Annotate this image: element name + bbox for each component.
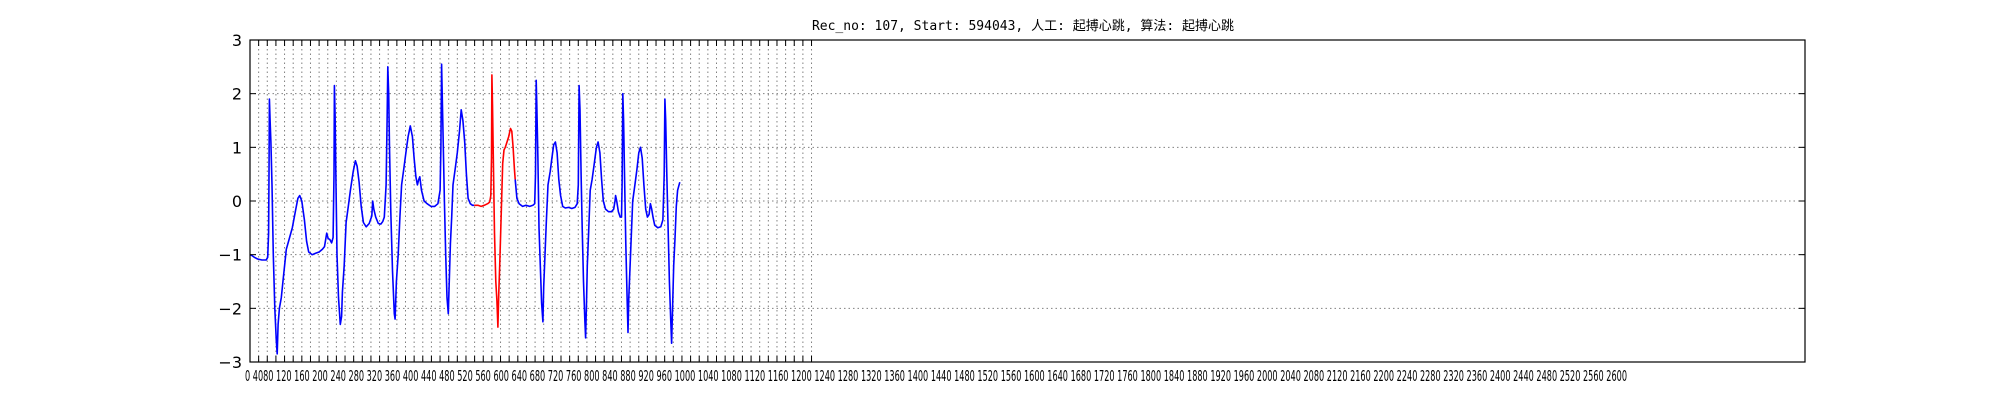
y-tick-label: −2	[218, 299, 242, 318]
signal-series	[249, 63, 681, 355]
x-tick-labels: 0 4080 120 160 200 240 280 320 360 400 4…	[245, 367, 1627, 385]
y-tick-label: −1	[218, 246, 242, 265]
y-tick-label: 3	[232, 31, 242, 50]
series-line-1	[249, 63, 475, 355]
series-line-3	[514, 79, 681, 345]
y-axis: 3 2 1 0 −1 −2 −3	[218, 31, 1805, 372]
chart-title: Rec_no: 107, Start: 594043, 人工: 起搏心跳, 算法…	[812, 18, 1234, 34]
series-line-2	[474, 74, 516, 328]
y-tick-label: 1	[232, 138, 242, 157]
x-axis	[249, 40, 813, 362]
plot-frame	[249, 39, 1806, 363]
y-tick-label: 2	[232, 85, 242, 104]
y-tick-label: −3	[218, 353, 242, 372]
y-tick-label: 0	[232, 192, 242, 211]
grid-lines	[249, 39, 1805, 363]
